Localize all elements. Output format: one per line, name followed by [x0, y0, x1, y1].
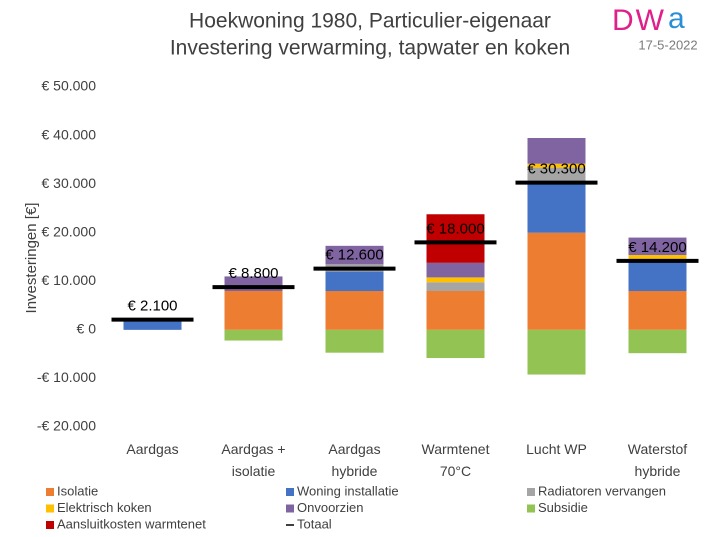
bar-segment — [426, 262, 485, 278]
y-tick-label: € 10.000 — [42, 272, 97, 288]
x-tick-label: Lucht WP — [526, 441, 587, 457]
legend-swatch — [286, 504, 294, 513]
y-tick-label: € 40.000 — [42, 126, 97, 142]
legend-label: Woning installatie — [297, 483, 399, 498]
bar-segment — [628, 255, 687, 261]
bar-segment — [527, 232, 586, 330]
legend-swatch — [527, 504, 535, 513]
bar-segment — [628, 329, 687, 354]
y-tick-label: € 50.000 — [42, 78, 97, 94]
bar-segment — [325, 291, 384, 330]
legend-label: Subsidie — [538, 500, 588, 515]
bar-segment — [628, 291, 687, 330]
x-tick-label: Warmtenet 70°C — [421, 441, 490, 479]
bar-segment — [325, 245, 384, 265]
x-tick-label: Aardgas hybride — [328, 441, 381, 479]
bar-segment — [628, 237, 687, 256]
y-tick-label: -€ 10.000 — [37, 369, 96, 385]
y-axis-label: Investeringen [€] — [23, 203, 40, 314]
bar-segment — [224, 329, 283, 341]
legend-swatch — [46, 504, 54, 513]
bar-segment — [527, 138, 586, 164]
legend-swatch — [46, 488, 54, 496]
bar-segment — [426, 214, 485, 263]
x-tick-label: Aardgas — [126, 441, 179, 457]
date: 17-5-2022 — [638, 37, 697, 52]
data-label: € 18.000 — [426, 220, 484, 237]
legend-label: Totaal — [297, 516, 332, 531]
bar-segment — [325, 329, 384, 353]
y-tick-label: € 30.000 — [42, 175, 97, 191]
bar-segment — [527, 167, 586, 185]
bar-segment — [527, 163, 586, 168]
data-label: € 30.300 — [527, 161, 585, 178]
bar-segment — [123, 319, 182, 330]
legend-label: Radiatoren vervangen — [538, 483, 666, 498]
bar-segment — [426, 291, 485, 330]
bar-segment — [527, 329, 586, 375]
data-label: € 8.800 — [228, 265, 278, 282]
bar-segment — [628, 260, 687, 291]
legend-swatch — [527, 488, 535, 496]
x-tick-label: Waterstof hybride — [627, 441, 688, 479]
data-label: € 12.600 — [325, 247, 383, 264]
y-tick-label: -€ 20.000 — [37, 418, 96, 434]
bar-segment — [426, 329, 485, 359]
legend-label: Elektrisch koken — [57, 500, 152, 515]
x-tick-label: Aardgas + isolatie — [221, 441, 286, 479]
logo: DW — [612, 4, 666, 37]
legend-swatch — [286, 488, 294, 496]
logo: a — [668, 2, 685, 35]
y-tick-label: € 20.000 — [42, 223, 97, 239]
bar-segment — [224, 291, 283, 330]
bar-segment — [527, 184, 586, 233]
legend-label: Onvoorzien — [297, 500, 363, 515]
y-tick-label: € 0 — [77, 321, 97, 337]
bar-segment — [426, 277, 485, 283]
legend-label: Isolatie — [57, 483, 98, 498]
legend-label: Aansluitkosten warmtenet — [57, 516, 206, 531]
chart-title: Hoekwoning 1980, Particulier-eigenaar — [189, 10, 551, 33]
chart-title: Investering verwarming, tapwater en koke… — [170, 37, 570, 60]
data-label: € 14.200 — [628, 239, 686, 256]
bar-segment — [426, 282, 485, 291]
legend-swatch — [46, 521, 54, 529]
bar-segment — [325, 271, 384, 291]
data-label: € 2.100 — [127, 298, 177, 315]
